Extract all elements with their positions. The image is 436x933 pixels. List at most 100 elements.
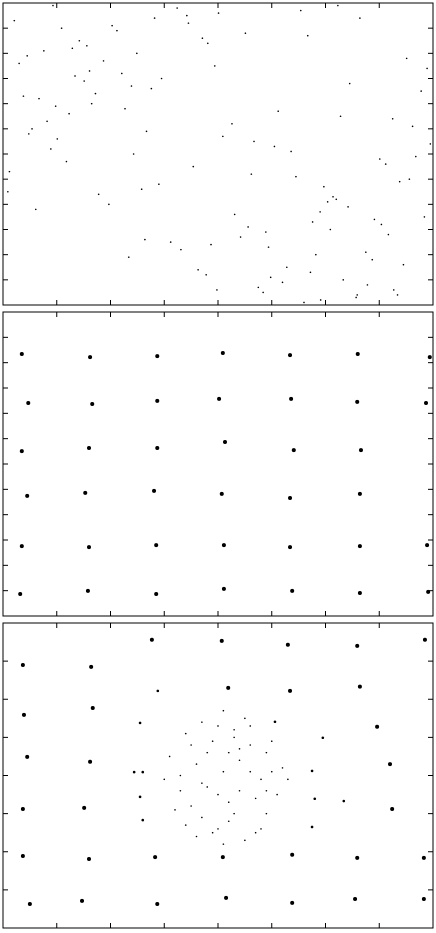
point: [380, 223, 383, 226]
point: [169, 241, 172, 243]
point: [13, 19, 16, 22]
point: [276, 793, 278, 796]
point: [421, 855, 426, 860]
plot-frame: [2, 2, 434, 306]
point: [179, 774, 182, 777]
point: [206, 751, 209, 754]
point: [160, 77, 163, 80]
point: [195, 763, 198, 765]
point: [85, 588, 90, 593]
point: [353, 897, 358, 902]
point: [295, 175, 297, 178]
point: [249, 770, 252, 773]
point: [233, 812, 235, 815]
point: [310, 825, 314, 829]
point: [426, 589, 431, 594]
point: [249, 744, 252, 746]
point: [88, 70, 91, 72]
point: [27, 901, 32, 906]
point: [140, 188, 143, 191]
point: [387, 233, 390, 236]
point: [25, 754, 30, 759]
point: [288, 545, 293, 550]
point: [213, 65, 216, 67]
point: [388, 762, 392, 767]
point: [288, 688, 293, 693]
point: [273, 720, 277, 724]
point: [7, 190, 9, 193]
point: [176, 7, 178, 9]
point: [54, 105, 57, 107]
point: [18, 591, 23, 596]
point: [88, 759, 93, 764]
point: [22, 95, 25, 97]
point: [211, 831, 214, 834]
point: [80, 898, 85, 903]
point: [26, 55, 28, 57]
point: [197, 268, 199, 271]
point: [132, 153, 135, 155]
point: [180, 248, 182, 251]
point: [222, 439, 227, 444]
point: [52, 4, 54, 7]
point: [206, 42, 209, 45]
point: [290, 150, 292, 153]
point: [270, 740, 273, 742]
point: [102, 60, 105, 62]
point: [365, 251, 367, 253]
point: [26, 400, 31, 405]
point: [281, 767, 284, 769]
point: [60, 27, 63, 29]
point: [281, 281, 284, 284]
point: [116, 29, 118, 32]
point: [359, 17, 361, 19]
point: [337, 4, 339, 7]
point: [247, 226, 249, 228]
point: [205, 274, 207, 276]
point: [290, 900, 295, 905]
point: [398, 180, 401, 183]
point: [231, 123, 233, 125]
point: [187, 22, 190, 24]
point: [201, 816, 203, 819]
point: [179, 789, 182, 792]
point: [34, 208, 37, 211]
point: [321, 736, 325, 740]
point: [375, 724, 380, 729]
point: [277, 110, 280, 113]
point: [233, 213, 236, 216]
point: [149, 637, 154, 642]
point: [310, 769, 314, 773]
point: [396, 294, 399, 296]
point: [391, 117, 394, 120]
point: [378, 158, 381, 160]
point: [127, 256, 130, 258]
point: [290, 588, 295, 593]
point: [217, 725, 219, 727]
point: [405, 57, 408, 60]
point: [136, 52, 138, 55]
point: [130, 85, 133, 87]
point: [87, 856, 91, 861]
point: [56, 138, 59, 140]
point: [219, 491, 224, 496]
point: [20, 807, 25, 812]
point: [269, 276, 272, 279]
point: [145, 130, 148, 133]
point: [19, 449, 24, 454]
point: [421, 897, 426, 902]
point: [94, 92, 97, 95]
point: [216, 289, 218, 291]
point: [184, 732, 187, 735]
point: [260, 828, 262, 830]
point: [315, 253, 317, 256]
point: [355, 643, 360, 648]
point: [357, 491, 362, 496]
point: [303, 301, 305, 304]
point: [373, 218, 376, 221]
point: [244, 717, 246, 720]
plot-frame: [2, 311, 434, 617]
point: [227, 820, 230, 823]
point: [249, 725, 252, 727]
